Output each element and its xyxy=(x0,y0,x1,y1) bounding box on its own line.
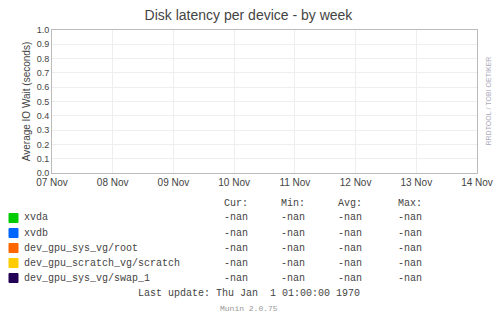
svg-text:-nan: -nan xyxy=(224,243,248,254)
svg-text:0.2: 0.2 xyxy=(37,140,50,150)
svg-text:xvdb: xvdb xyxy=(24,228,48,239)
svg-text:RRDTOOL / TOBI OETIKER: RRDTOOL / TOBI OETIKER xyxy=(485,57,492,146)
svg-text:0.0: 0.0 xyxy=(37,168,50,178)
svg-text:-nan: -nan xyxy=(338,273,362,284)
svg-text:0.3: 0.3 xyxy=(37,125,50,135)
svg-text:-nan: -nan xyxy=(281,212,305,223)
svg-text:-nan: -nan xyxy=(398,243,422,254)
svg-text:09 Nov: 09 Nov xyxy=(158,177,190,188)
svg-text:-nan: -nan xyxy=(398,228,422,239)
svg-text:-nan: -nan xyxy=(281,228,305,239)
svg-text:11 Nov: 11 Nov xyxy=(279,177,310,188)
svg-text:Min:: Min: xyxy=(281,198,305,209)
svg-text:12 Nov: 12 Nov xyxy=(340,177,372,188)
svg-text:Last update: Thu Jan 1 01:00:: Last update: Thu Jan 1 01:00:00 1970 xyxy=(138,288,360,299)
svg-text:Avg:: Avg: xyxy=(338,198,362,209)
svg-text:-nan: -nan xyxy=(281,243,305,254)
svg-text:Disk latency per device - by w: Disk latency per device - by week xyxy=(145,7,354,23)
svg-text:10 Nov: 10 Nov xyxy=(218,177,250,188)
svg-text:xvda: xvda xyxy=(24,212,48,223)
svg-text:Munin 2.0.75: Munin 2.0.75 xyxy=(220,304,278,313)
svg-text:07 Nov: 07 Nov xyxy=(36,177,68,188)
svg-text:-nan: -nan xyxy=(224,228,248,239)
svg-text:-nan: -nan xyxy=(224,212,248,223)
svg-text:-nan: -nan xyxy=(224,258,248,269)
svg-text:0.9: 0.9 xyxy=(37,39,50,49)
svg-text:Max:: Max: xyxy=(398,198,422,209)
svg-text:0.1: 0.1 xyxy=(37,154,50,164)
svg-text:Average IO Wait (seconds): Average IO Wait (seconds) xyxy=(21,42,32,162)
svg-text:Cur:: Cur: xyxy=(224,198,248,209)
svg-text:-nan: -nan xyxy=(398,273,422,284)
svg-text:08 Nov: 08 Nov xyxy=(97,177,129,188)
svg-text:0.5: 0.5 xyxy=(37,97,50,107)
svg-text:1.0: 1.0 xyxy=(37,25,50,35)
svg-text:-nan: -nan xyxy=(398,212,422,223)
svg-text:dev_gpu_sys_vg/root: dev_gpu_sys_vg/root xyxy=(24,243,138,254)
svg-text:0.4: 0.4 xyxy=(37,111,50,121)
svg-text:-nan: -nan xyxy=(338,212,362,223)
svg-text:13 Nov: 13 Nov xyxy=(400,177,432,188)
svg-text:-nan: -nan xyxy=(224,273,248,284)
svg-text:-nan: -nan xyxy=(338,243,362,254)
svg-text:0.8: 0.8 xyxy=(37,54,50,64)
svg-text:dev_gpu_sys_vg/swap_1: dev_gpu_sys_vg/swap_1 xyxy=(24,273,150,284)
svg-text:0.6: 0.6 xyxy=(37,82,50,92)
svg-text:-nan: -nan xyxy=(338,258,362,269)
svg-text:-nan: -nan xyxy=(398,258,422,269)
svg-text:-nan: -nan xyxy=(338,228,362,239)
svg-text:-nan: -nan xyxy=(281,273,305,284)
svg-text:0.7: 0.7 xyxy=(37,68,50,78)
svg-text:14 Nov: 14 Nov xyxy=(461,177,493,188)
svg-text:-nan: -nan xyxy=(281,258,305,269)
svg-text:dev_gpu_scratch_vg/scratch: dev_gpu_scratch_vg/scratch xyxy=(24,258,180,269)
